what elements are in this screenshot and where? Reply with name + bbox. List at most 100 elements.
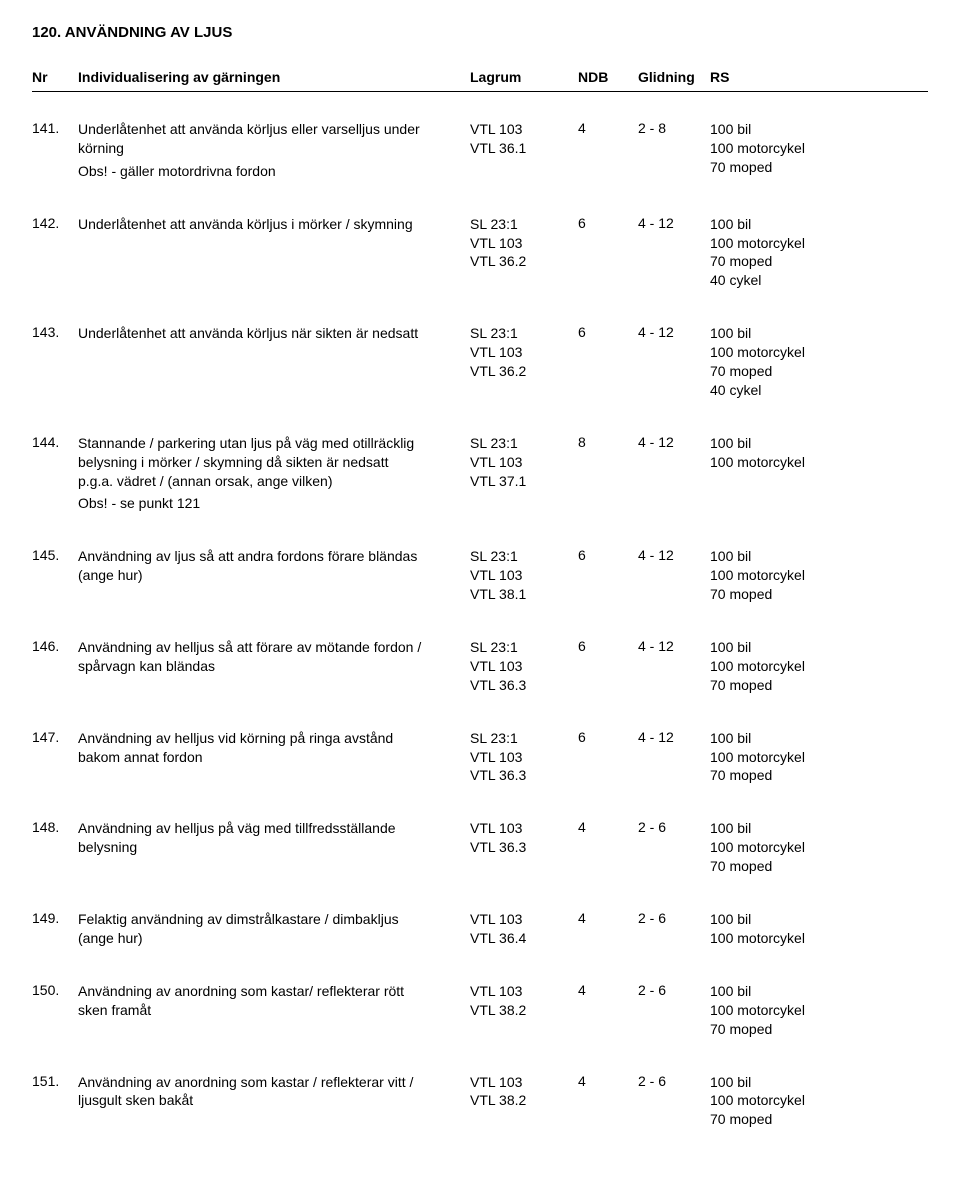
cell-desc: Underlåtenhet att använda körljus eller … bbox=[78, 120, 470, 181]
rs-line: 70 moped bbox=[710, 676, 928, 695]
lagrum-line: VTL 38.1 bbox=[470, 585, 578, 604]
cell-nr: 147. bbox=[32, 729, 78, 786]
desc-line: spårvagn kan bländas bbox=[78, 657, 458, 676]
table-row: 144.Stannande / parkering utan ljus på v… bbox=[32, 434, 928, 514]
cell-nr: 151. bbox=[32, 1073, 78, 1130]
cell-glidning: 4 - 12 bbox=[638, 638, 710, 695]
cell-nr: 150. bbox=[32, 982, 78, 1039]
desc-line: körning bbox=[78, 139, 458, 158]
lagrum-line: VTL 103 bbox=[470, 748, 578, 767]
desc-line: Användning av helljus vid körning på rin… bbox=[78, 729, 458, 748]
header-glidning: Glidning bbox=[638, 69, 710, 85]
cell-ndb: 4 bbox=[578, 982, 638, 1039]
rs-line: 100 bil bbox=[710, 434, 928, 453]
table-row: 141.Underlåtenhet att använda körljus el… bbox=[32, 120, 928, 181]
desc-line: Underlåtenhet att använda körljus när si… bbox=[78, 324, 458, 343]
cell-rs: 100 bil100 motorcykel70 moped bbox=[710, 638, 928, 695]
rs-line: 70 moped bbox=[710, 1020, 928, 1039]
desc-line: (ange hur) bbox=[78, 566, 458, 585]
rs-line: 100 motorcykel bbox=[710, 566, 928, 585]
rs-line: 100 motorcykel bbox=[710, 1001, 928, 1020]
cell-ndb: 4 bbox=[578, 1073, 638, 1130]
cell-rs: 100 bil100 motorcykel70 moped bbox=[710, 120, 928, 181]
cell-rs: 100 bil100 motorcykel70 moped40 cykel bbox=[710, 324, 928, 400]
lagrum-line: VTL 103 bbox=[470, 234, 578, 253]
desc-line: ljusgult sken bakåt bbox=[78, 1091, 458, 1110]
cell-ndb: 4 bbox=[578, 120, 638, 181]
lagrum-line: VTL 36.3 bbox=[470, 676, 578, 695]
rs-line: 70 moped bbox=[710, 1110, 928, 1129]
lagrum-line: VTL 36.2 bbox=[470, 362, 578, 381]
desc-line: sken framåt bbox=[78, 1001, 458, 1020]
cell-lagrum: SL 23:1VTL 103VTL 38.1 bbox=[470, 547, 578, 604]
rs-line: 100 motorcykel bbox=[710, 657, 928, 676]
cell-ndb: 6 bbox=[578, 324, 638, 400]
desc-line: Användning av ljus så att andra fordons … bbox=[78, 547, 458, 566]
table-header: Nr Individualisering av gärningen Lagrum… bbox=[32, 69, 928, 92]
rs-line: 70 moped bbox=[710, 362, 928, 381]
cell-ndb: 4 bbox=[578, 910, 638, 948]
cell-ndb: 6 bbox=[578, 547, 638, 604]
rs-line: 70 moped bbox=[710, 585, 928, 604]
cell-lagrum: SL 23:1VTL 103VTL 36.2 bbox=[470, 215, 578, 291]
cell-nr: 143. bbox=[32, 324, 78, 400]
cell-glidning: 4 - 12 bbox=[638, 215, 710, 291]
lagrum-line: VTL 103 bbox=[470, 120, 578, 139]
lagrum-line: VTL 36.4 bbox=[470, 929, 578, 948]
cell-desc: Användning av helljus vid körning på rin… bbox=[78, 729, 470, 786]
cell-glidning: 2 - 6 bbox=[638, 910, 710, 948]
table-row: 143.Underlåtenhet att använda körljus nä… bbox=[32, 324, 928, 400]
cell-lagrum: SL 23:1VTL 103VTL 37.1 bbox=[470, 434, 578, 514]
cell-rs: 100 bil100 motorcykel70 moped bbox=[710, 547, 928, 604]
rs-line: 100 bil bbox=[710, 215, 928, 234]
rs-line: 100 motorcykel bbox=[710, 139, 928, 158]
cell-nr: 146. bbox=[32, 638, 78, 695]
cell-desc: Användning av helljus så att förare av m… bbox=[78, 638, 470, 695]
rs-line: 100 motorcykel bbox=[710, 453, 928, 472]
lagrum-line: VTL 103 bbox=[470, 982, 578, 1001]
cell-lagrum: SL 23:1VTL 103VTL 36.2 bbox=[470, 324, 578, 400]
lagrum-line: VTL 103 bbox=[470, 566, 578, 585]
rs-line: 70 moped bbox=[710, 766, 928, 785]
header-lagrum: Lagrum bbox=[470, 69, 578, 85]
table-row: 149.Felaktig användning av dimstrålkasta… bbox=[32, 910, 928, 948]
lagrum-line: VTL 38.2 bbox=[470, 1001, 578, 1020]
obs-line: Obs! - gäller motordrivna fordon bbox=[78, 162, 458, 181]
lagrum-line: SL 23:1 bbox=[470, 324, 578, 343]
cell-rs: 100 bil100 motorcykel bbox=[710, 910, 928, 948]
lagrum-line: SL 23:1 bbox=[470, 434, 578, 453]
rs-line: 40 cykel bbox=[710, 271, 928, 290]
desc-line: Användning av anordning som kastar / ref… bbox=[78, 1073, 458, 1092]
rs-line: 40 cykel bbox=[710, 381, 928, 400]
cell-desc: Underlåtenhet att använda körljus i mörk… bbox=[78, 215, 470, 291]
cell-rs: 100 bil100 motorcykel70 moped bbox=[710, 1073, 928, 1130]
lagrum-line: VTL 103 bbox=[470, 910, 578, 929]
lagrum-line: SL 23:1 bbox=[470, 215, 578, 234]
rs-line: 70 moped bbox=[710, 857, 928, 876]
cell-nr: 144. bbox=[32, 434, 78, 514]
cell-glidning: 2 - 8 bbox=[638, 120, 710, 181]
lagrum-line: VTL 103 bbox=[470, 343, 578, 362]
rs-line: 70 moped bbox=[710, 252, 928, 271]
cell-ndb: 6 bbox=[578, 638, 638, 695]
rs-line: 70 moped bbox=[710, 158, 928, 177]
cell-ndb: 6 bbox=[578, 729, 638, 786]
rs-line: 100 motorcykel bbox=[710, 234, 928, 253]
desc-line: Användning av helljus på väg med tillfre… bbox=[78, 819, 458, 838]
lagrum-line: VTL 37.1 bbox=[470, 472, 578, 491]
table-row: 146.Användning av helljus så att förare … bbox=[32, 638, 928, 695]
table-row: 148.Användning av helljus på väg med til… bbox=[32, 819, 928, 876]
lagrum-line: VTL 36.3 bbox=[470, 766, 578, 785]
rs-line: 100 motorcykel bbox=[710, 1091, 928, 1110]
desc-line: Underlåtenhet att använda körljus eller … bbox=[78, 120, 458, 139]
header-rs: RS bbox=[710, 69, 928, 85]
lagrum-line: VTL 36.2 bbox=[470, 252, 578, 271]
cell-lagrum: SL 23:1VTL 103VTL 36.3 bbox=[470, 638, 578, 695]
table-row: 151.Användning av anordning som kastar /… bbox=[32, 1073, 928, 1130]
cell-rs: 100 bil100 motorcykel70 moped bbox=[710, 729, 928, 786]
lagrum-line: SL 23:1 bbox=[470, 547, 578, 566]
rs-line: 100 bil bbox=[710, 547, 928, 566]
cell-lagrum: VTL 103VTL 38.2 bbox=[470, 982, 578, 1039]
lagrum-line: SL 23:1 bbox=[470, 638, 578, 657]
cell-nr: 141. bbox=[32, 120, 78, 181]
